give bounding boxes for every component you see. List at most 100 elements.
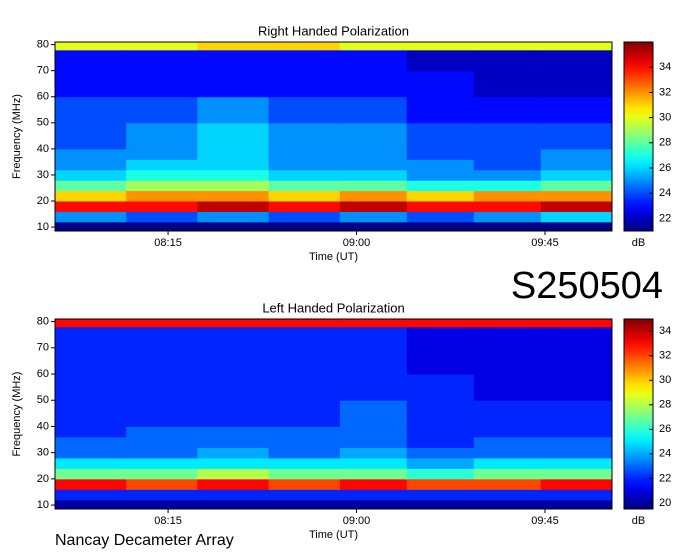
heat-cell xyxy=(406,221,475,232)
heat-cell xyxy=(540,180,613,192)
heat-cell xyxy=(339,159,408,171)
heat-cell xyxy=(406,49,475,72)
heat-cell xyxy=(406,436,475,448)
heat-cell xyxy=(473,319,542,328)
colorbar-tick-label: 22 xyxy=(659,472,671,484)
heat-cell xyxy=(197,122,270,150)
heat-cell xyxy=(268,148,341,160)
heat-cell xyxy=(55,96,127,124)
heat-cell xyxy=(473,326,542,349)
heat-cell xyxy=(339,148,408,160)
heat-cell xyxy=(473,201,542,212)
heat-cell xyxy=(540,122,613,150)
heat-cell xyxy=(126,326,198,349)
heat-cell xyxy=(406,319,475,328)
colorbar-tick-label: 32 xyxy=(659,86,671,98)
colorbar-tick-label: 30 xyxy=(659,374,671,386)
heat-cell xyxy=(473,96,542,124)
heat-cell xyxy=(197,159,270,171)
heat-cell xyxy=(126,180,198,192)
heat-cell xyxy=(540,148,613,160)
x-tick-label: 09:45 xyxy=(531,237,559,249)
heat-cell xyxy=(406,211,475,223)
heat-cell xyxy=(126,169,198,181)
x-tick-label: 08:15 xyxy=(154,237,182,249)
heat-cell xyxy=(55,468,127,480)
y-tick-label: 60 xyxy=(37,91,49,103)
heat-cell xyxy=(197,201,270,212)
heat-cell xyxy=(126,211,198,223)
heat-cell xyxy=(268,122,341,150)
heat-cell xyxy=(268,326,341,349)
heat-cell xyxy=(540,499,613,510)
heat-cell xyxy=(126,374,198,401)
heat-cell xyxy=(55,201,127,212)
heat-cell xyxy=(197,190,270,202)
colorbar-tick-label: 28 xyxy=(659,399,671,411)
heat-cell xyxy=(55,122,127,150)
heat-cell xyxy=(339,326,408,349)
x-axis-label: Time (UT) xyxy=(309,251,358,263)
y-axis-label: Frequency (MHz) xyxy=(11,94,23,179)
heat-cell xyxy=(339,319,408,328)
heat-cell xyxy=(268,374,341,401)
heat-cell xyxy=(540,221,613,232)
colorbar-tick-label: 24 xyxy=(659,448,671,460)
heat-cell xyxy=(406,169,475,181)
heat-cell xyxy=(473,169,542,181)
heat-cell xyxy=(473,70,542,98)
heat-cell xyxy=(406,426,475,438)
heat-cell xyxy=(126,201,198,212)
plot-frame xyxy=(54,318,613,510)
heat-cell xyxy=(268,436,341,448)
heat-cell xyxy=(540,211,613,223)
heat-cell xyxy=(268,478,341,490)
heat-cell xyxy=(197,319,270,328)
heat-cell xyxy=(197,70,270,98)
heat-cell xyxy=(406,499,475,510)
heat-cell xyxy=(406,374,475,401)
heat-cell xyxy=(126,447,198,459)
colorbar-tick-label: 28 xyxy=(659,137,671,149)
heat-cell xyxy=(268,447,341,459)
heat-cell xyxy=(268,319,341,328)
heat-cell xyxy=(126,468,198,480)
heat-cell xyxy=(540,42,613,51)
heat-cell xyxy=(540,400,613,427)
heat-cell xyxy=(55,190,127,202)
heat-cell xyxy=(126,499,198,510)
colorbar xyxy=(623,318,654,510)
heat-cell xyxy=(406,180,475,192)
y-tick-label: 30 xyxy=(37,169,49,181)
colorbar-tick-label: 24 xyxy=(659,187,671,199)
heat-cell xyxy=(473,457,542,469)
heat-cell xyxy=(197,426,270,438)
heat-cell xyxy=(197,499,270,510)
heat-cell xyxy=(339,374,408,401)
heat-cell xyxy=(126,159,198,171)
heat-cell xyxy=(339,211,408,223)
heat-cell xyxy=(473,42,542,51)
x-tick-label: 09:00 xyxy=(343,515,371,527)
heat-cell xyxy=(540,201,613,212)
heat-cell xyxy=(473,221,542,232)
heat-cell xyxy=(406,159,475,171)
heat-cell xyxy=(197,400,270,427)
heat-cell xyxy=(268,201,341,212)
heat-cell xyxy=(197,489,270,501)
heat-cell xyxy=(473,374,542,401)
colorbar-tick-label: 34 xyxy=(659,61,671,73)
heat-cell xyxy=(406,478,475,490)
heat-cell xyxy=(339,221,408,232)
heat-cell xyxy=(339,169,408,181)
chart-title: Left Handed Polarization xyxy=(262,300,404,315)
heat-cell xyxy=(473,447,542,459)
colorbar-label: dB xyxy=(632,515,645,527)
heat-cell xyxy=(268,426,341,438)
heat-cell xyxy=(55,374,127,401)
heat-cell xyxy=(473,499,542,510)
heat-cell xyxy=(339,457,408,469)
heat-cell xyxy=(473,148,542,160)
heat-cell xyxy=(339,426,408,438)
